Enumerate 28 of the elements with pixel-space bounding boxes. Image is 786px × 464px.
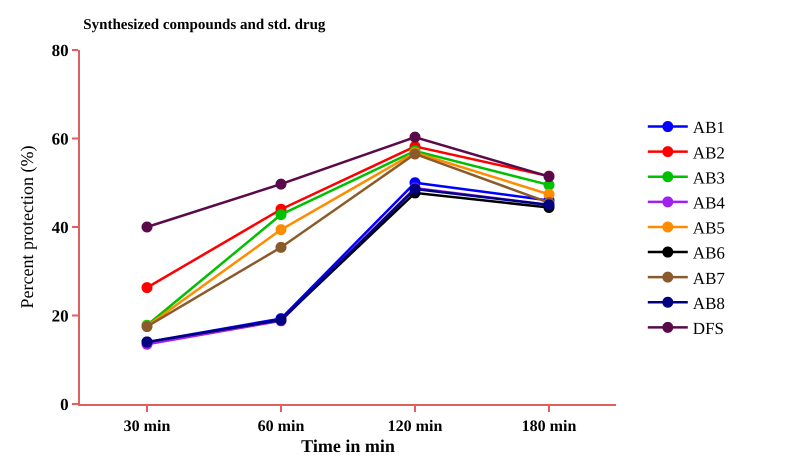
- legend-label: AB2: [692, 143, 725, 162]
- legend-label: DFS: [692, 318, 724, 338]
- y-tick-label: 40: [52, 218, 69, 237]
- y-tick-label: 60: [52, 129, 69, 148]
- point: [410, 132, 420, 143]
- x-tick-label: 180 min: [522, 418, 576, 436]
- point: [276, 209, 286, 220]
- x-tick-label: 60 min: [258, 418, 304, 436]
- legend-label: AB4: [692, 193, 726, 212]
- x-tick-label: 120 min: [388, 418, 442, 436]
- legend-label: AB5: [692, 218, 725, 238]
- point: [142, 282, 152, 294]
- legend-label: AB6: [692, 244, 725, 263]
- legend-label: AB3: [692, 168, 725, 188]
- point: [276, 178, 286, 190]
- y-axis-title: Percent protection (%): [17, 146, 37, 308]
- x-tick-label: 30 min: [124, 418, 170, 436]
- y-tick-label: 20: [52, 306, 69, 326]
- legend-label: AB8: [692, 294, 725, 313]
- point: [276, 242, 286, 253]
- y-tick-label: 0: [60, 394, 69, 414]
- y-tick-label: 80: [52, 40, 69, 60]
- point: [276, 224, 286, 236]
- chart-title: Synthesized compounds and std. drug: [83, 17, 326, 34]
- point: [142, 222, 152, 232]
- legend-label: AB7: [692, 268, 726, 288]
- x-axis-title: Time in min: [301, 436, 395, 456]
- legend-label: AB1: [692, 118, 725, 138]
